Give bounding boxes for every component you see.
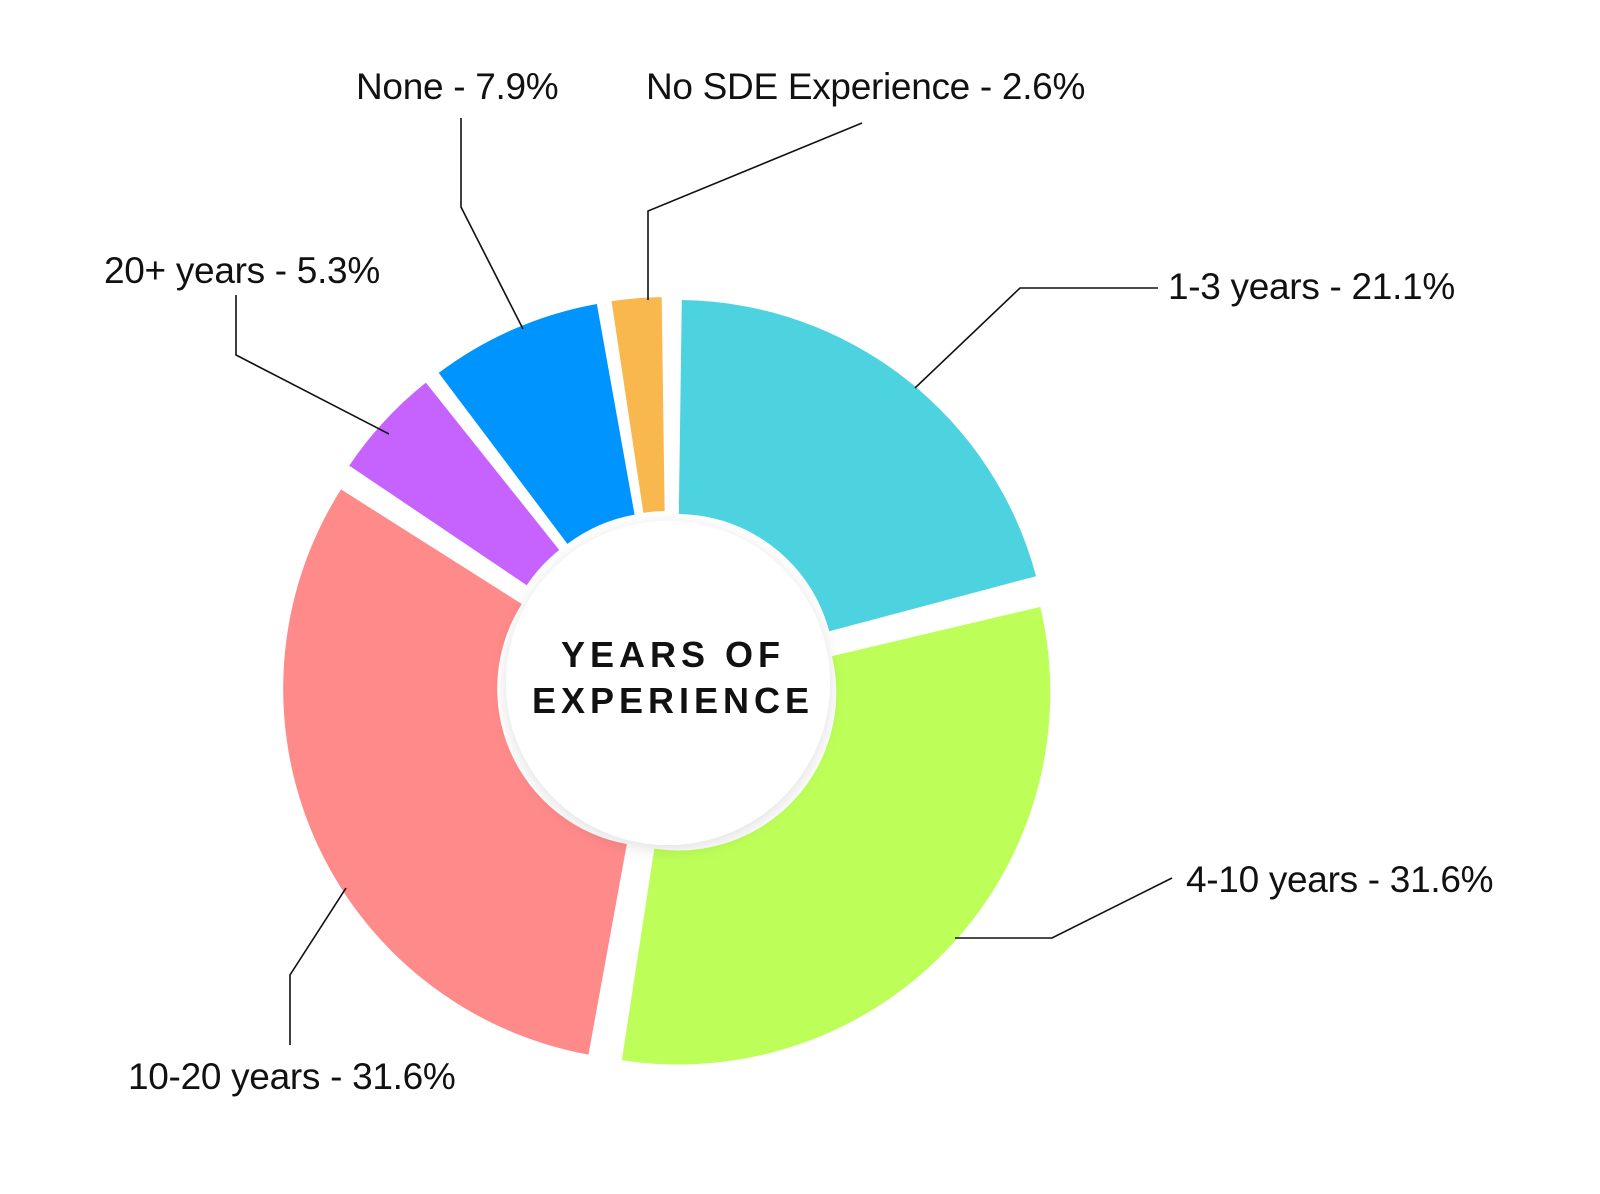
slice-20-years: [349, 382, 560, 586]
leader-line-none: [460, 118, 524, 330]
label-1-3-years: 1-3 years - 21.1%: [1168, 266, 1455, 307]
label-10-20-years: 10-20 years - 31.6%: [128, 1056, 456, 1097]
slice-1-3-years: [678, 299, 1037, 632]
leader-lines: [235, 118, 1173, 1045]
slice-10-20-years: [283, 489, 627, 1055]
leader-line-no-sde: [647, 122, 863, 300]
center-title-line-2: EXPERIENCE: [531, 680, 815, 721]
donut-center-hole: [506, 521, 830, 845]
slice-none: [438, 303, 635, 544]
slice-4-10-years: [621, 606, 1051, 1065]
leader-line-4-10-years: [955, 877, 1173, 939]
leader-line-20-plus-years: [235, 295, 390, 435]
donut-slices: [283, 297, 1051, 1065]
label-no-sde-experience: No SDE Experience - 2.6%: [646, 66, 1086, 107]
slice-no-sde-experience: [611, 297, 665, 513]
leader-line-1-3-years: [914, 287, 1158, 389]
center-title-line-1: YEARS OF: [560, 634, 786, 675]
label-4-10-years: 4-10 years - 31.6%: [1186, 859, 1494, 900]
label-20-plus-years: 20+ years - 5.3%: [104, 250, 380, 291]
label-none: None - 7.9%: [356, 66, 559, 107]
chart-center-title: YEARS OF EXPERIENCE: [508, 632, 838, 724]
leader-line-10-20-years: [289, 887, 347, 1045]
